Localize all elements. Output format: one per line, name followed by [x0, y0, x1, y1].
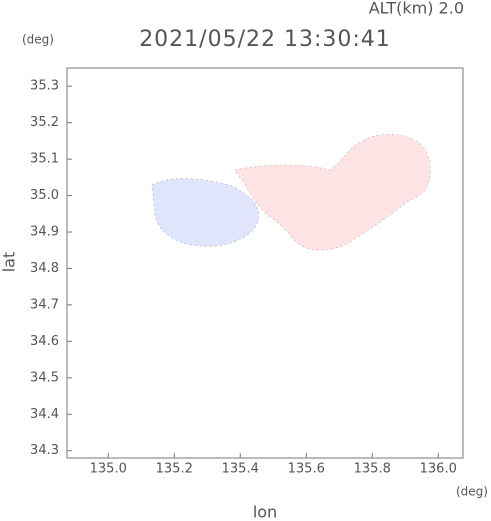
y-tick-label: 34.9	[30, 225, 59, 240]
x-unit: (deg)	[456, 485, 488, 499]
y-tick-label: 34.5	[30, 370, 59, 385]
echo-field	[151, 134, 431, 251]
y-axis-label: lat	[0, 252, 19, 273]
annotation: ALT(km) 2.0	[369, 0, 464, 18]
red-region	[234, 134, 431, 251]
y-tick-label: 34.8	[30, 261, 59, 276]
y-tick-label: 35.3	[30, 79, 59, 94]
x-tick-label: 136.0	[420, 462, 457, 477]
chart-title: 2021/05/22 13:30:41	[139, 27, 391, 52]
x-tick-label: 135.2	[156, 462, 193, 477]
y-tick-label: 35.2	[30, 115, 59, 130]
y-unit: (deg)	[22, 33, 54, 47]
x-tick-label: 135.0	[90, 462, 127, 477]
y-tick-label: 34.7	[30, 297, 59, 312]
blue-region	[151, 178, 260, 247]
plot-frame	[66, 67, 464, 459]
y-tick-label: 34.6	[30, 334, 59, 349]
y-tick-label: 34.3	[30, 443, 59, 458]
x-axis-label: lon	[253, 503, 277, 521]
y-tick-label: 35.0	[30, 188, 59, 203]
x-tick-label: 135.4	[222, 462, 259, 477]
x-tick-label: 135.8	[354, 462, 391, 477]
x-tick-label: 135.6	[288, 462, 325, 477]
y-tick-label: 34.4	[30, 407, 59, 422]
y-tick-label: 35.1	[30, 152, 59, 167]
